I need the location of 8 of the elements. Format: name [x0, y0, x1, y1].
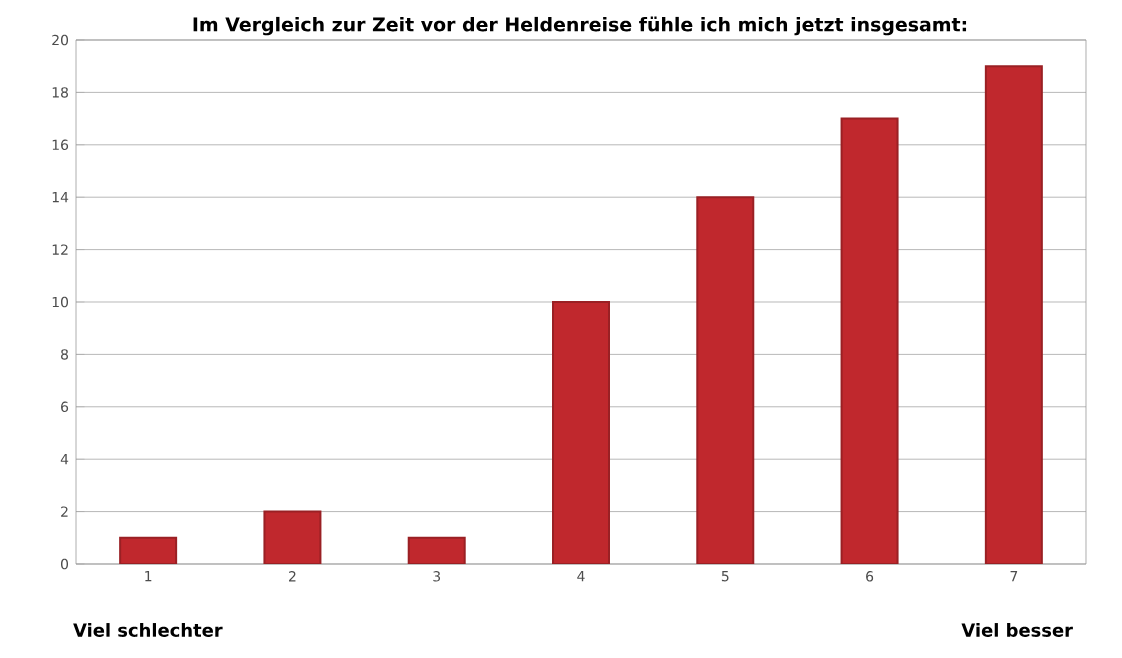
text: Viel schlechter	[73, 623, 223, 637]
bar	[984, 65, 1043, 564]
chart-title: Im Vergleich zur Zeit vor der Heldenreise fühle ich mich jetzt insgesamt:	[193, 16, 967, 36]
bar	[263, 510, 322, 564]
text: Viel besser	[961, 623, 1073, 637]
bar	[552, 300, 610, 564]
bar	[840, 117, 899, 564]
bar	[696, 196, 755, 564]
